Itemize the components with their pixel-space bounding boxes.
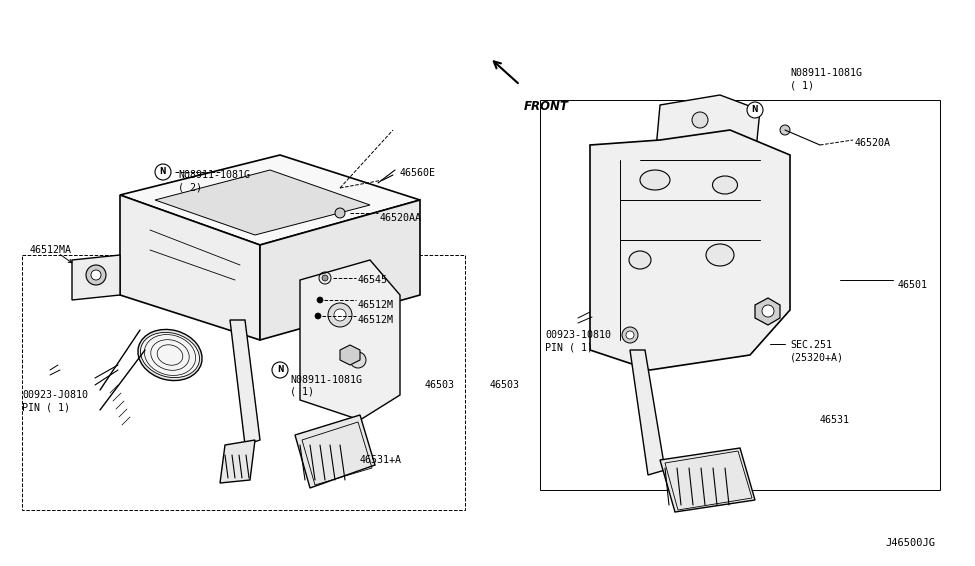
Circle shape <box>335 208 345 218</box>
Polygon shape <box>120 155 420 245</box>
Polygon shape <box>340 345 360 365</box>
Circle shape <box>91 270 101 280</box>
Text: FRONT: FRONT <box>524 100 568 113</box>
Text: N08911-1081G: N08911-1081G <box>178 170 250 180</box>
Circle shape <box>86 265 106 285</box>
Ellipse shape <box>629 251 651 269</box>
Text: N: N <box>752 105 759 114</box>
Polygon shape <box>260 200 420 340</box>
Circle shape <box>328 303 352 327</box>
Circle shape <box>155 164 171 180</box>
Circle shape <box>317 297 323 303</box>
Polygon shape <box>295 415 375 488</box>
Text: N: N <box>160 168 167 177</box>
Circle shape <box>747 102 763 118</box>
Text: 46512M: 46512M <box>358 300 394 310</box>
Text: ( 1): ( 1) <box>790 80 814 90</box>
Text: 46531+A: 46531+A <box>360 455 402 465</box>
Text: (25320+A): (25320+A) <box>790 352 844 362</box>
Ellipse shape <box>140 332 200 378</box>
Ellipse shape <box>640 170 670 190</box>
Polygon shape <box>72 255 120 300</box>
Text: 46503: 46503 <box>425 380 455 390</box>
Circle shape <box>315 313 321 319</box>
Text: SEC.251: SEC.251 <box>790 340 832 350</box>
Ellipse shape <box>713 176 737 194</box>
Ellipse shape <box>137 329 202 380</box>
Text: ( 2): ( 2) <box>178 182 202 192</box>
Polygon shape <box>590 130 790 370</box>
Circle shape <box>780 125 790 135</box>
Text: N: N <box>277 366 284 375</box>
Text: 46503: 46503 <box>490 380 520 390</box>
Text: 00923-J0810: 00923-J0810 <box>22 390 88 400</box>
Text: 46520A: 46520A <box>855 138 891 148</box>
Polygon shape <box>220 440 255 483</box>
Polygon shape <box>155 170 370 235</box>
Circle shape <box>272 362 288 378</box>
Polygon shape <box>655 95 760 160</box>
Circle shape <box>626 331 634 339</box>
Text: 46560E: 46560E <box>400 168 436 178</box>
Circle shape <box>692 112 708 128</box>
Text: 46501: 46501 <box>898 280 928 290</box>
Circle shape <box>762 305 774 317</box>
Circle shape <box>334 309 346 321</box>
Text: 46520AA: 46520AA <box>380 213 422 223</box>
Text: N08911-1081G: N08911-1081G <box>790 68 862 78</box>
Text: 46512MA: 46512MA <box>30 245 72 255</box>
Text: 46531: 46531 <box>820 415 850 425</box>
Polygon shape <box>230 320 260 445</box>
Text: ( 1): ( 1) <box>290 387 314 397</box>
Text: PIN ( 1): PIN ( 1) <box>22 402 70 412</box>
Polygon shape <box>755 298 780 325</box>
Polygon shape <box>630 350 665 475</box>
Polygon shape <box>660 448 755 512</box>
Text: 46512M: 46512M <box>358 315 394 325</box>
Text: 46545: 46545 <box>358 275 388 285</box>
Text: J46500JG: J46500JG <box>885 538 935 548</box>
Circle shape <box>350 352 366 368</box>
Text: N08911-1081G: N08911-1081G <box>290 375 362 385</box>
Circle shape <box>322 275 328 281</box>
Polygon shape <box>300 260 400 420</box>
Circle shape <box>622 327 638 343</box>
Polygon shape <box>120 195 260 340</box>
Text: 00923-10810: 00923-10810 <box>545 330 611 340</box>
Ellipse shape <box>706 244 734 266</box>
Text: PIN ( 1): PIN ( 1) <box>545 342 593 352</box>
